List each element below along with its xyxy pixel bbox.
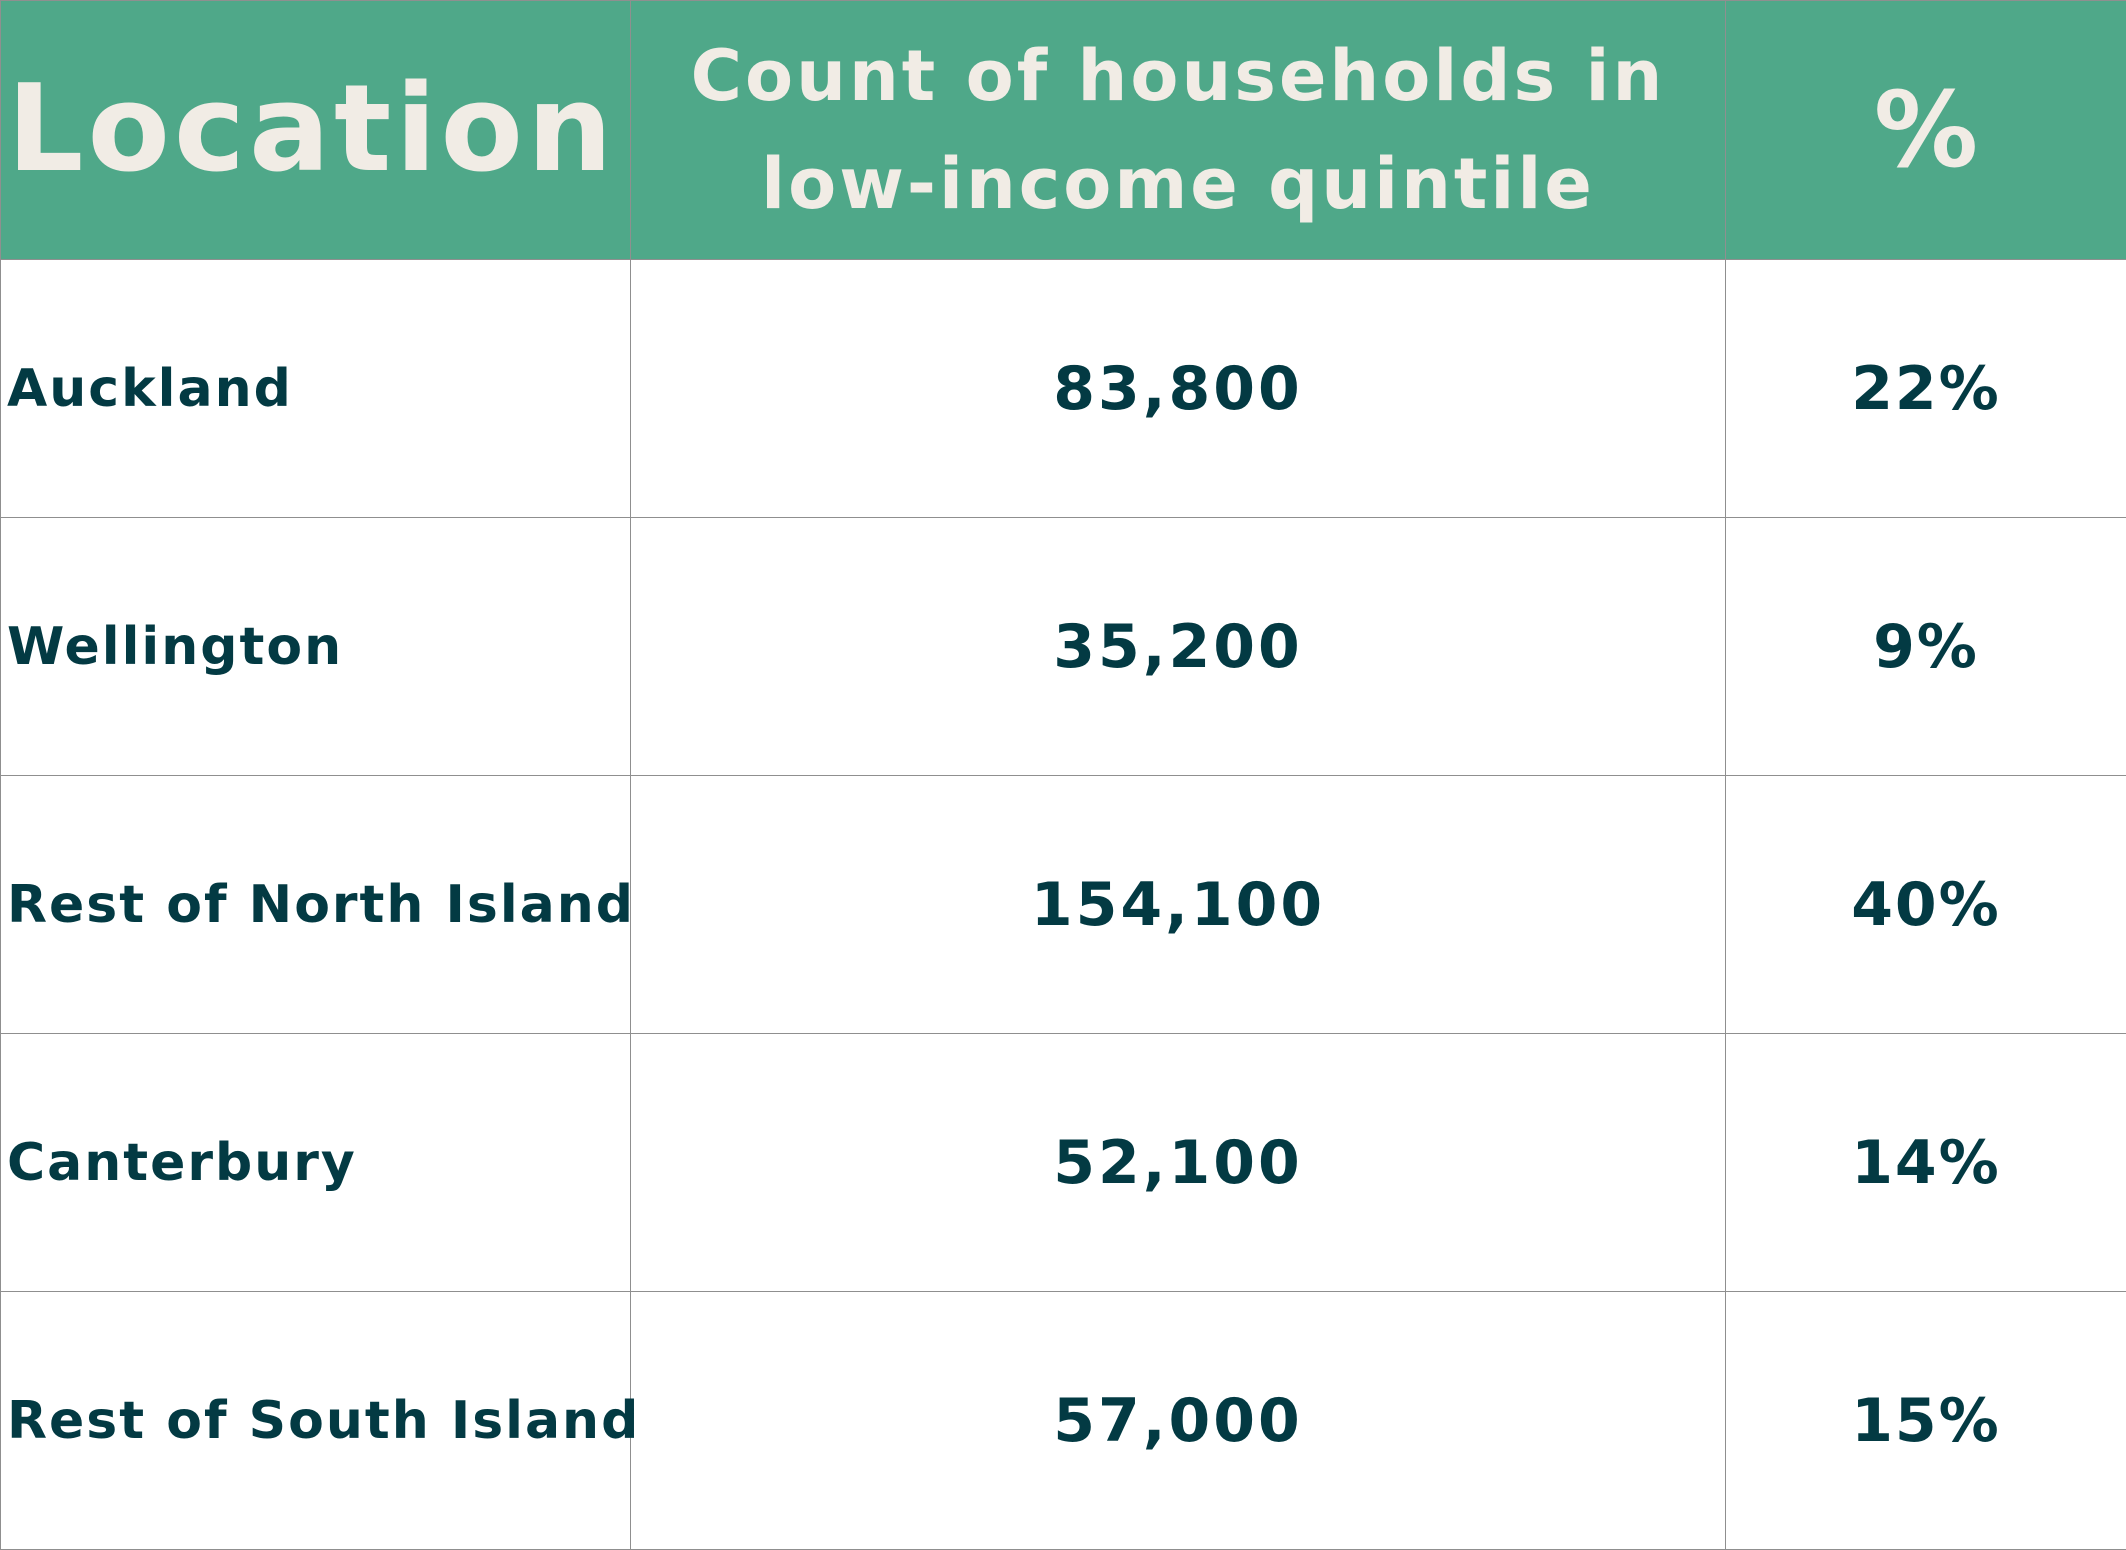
count-cell: 35,200 bbox=[631, 518, 1726, 776]
count-cell: 52,100 bbox=[631, 1034, 1726, 1292]
percent-cell: 15% bbox=[1726, 1292, 2126, 1550]
percent-cell: 22% bbox=[1726, 260, 2126, 518]
count-cell: 57,000 bbox=[631, 1292, 1726, 1550]
table-row: Wellington 35,200 9% bbox=[1, 518, 2126, 776]
location-cell: Auckland bbox=[1, 260, 631, 518]
table-row: Rest of South Island 57,000 15% bbox=[1, 1292, 2126, 1550]
percent-cell: 40% bbox=[1726, 776, 2126, 1034]
location-cell: Canterbury bbox=[1, 1034, 631, 1292]
percent-cell: 14% bbox=[1726, 1034, 2126, 1292]
count-cell: 154,100 bbox=[631, 776, 1726, 1034]
count-cell: 83,800 bbox=[631, 260, 1726, 518]
location-cell: Rest of North Island bbox=[1, 776, 631, 1034]
location-cell: Wellington bbox=[1, 518, 631, 776]
location-cell: Rest of South Island bbox=[1, 1292, 631, 1550]
header-row: Location Count of households in low-inco… bbox=[1, 1, 2126, 260]
percent-cell: 9% bbox=[1726, 518, 2126, 776]
header-count: Count of households in low-income quinti… bbox=[631, 1, 1726, 260]
table-row: Rest of North Island 154,100 40% bbox=[1, 776, 2126, 1034]
table-body: Auckland 83,800 22% Wellington 35,200 9%… bbox=[1, 260, 2126, 1550]
header-percent: % bbox=[1726, 1, 2126, 260]
table-header: Location Count of households in low-inco… bbox=[1, 1, 2126, 260]
table-row: Canterbury 52,100 14% bbox=[1, 1034, 2126, 1292]
table-row: Auckland 83,800 22% bbox=[1, 260, 2126, 518]
header-location: Location bbox=[1, 1, 631, 260]
